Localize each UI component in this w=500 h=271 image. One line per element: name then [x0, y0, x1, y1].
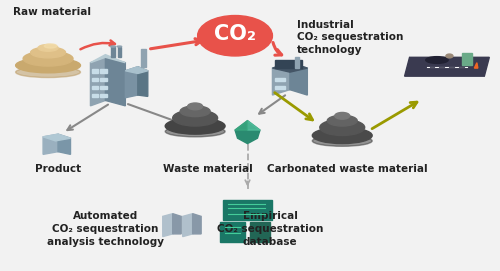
Circle shape	[446, 54, 453, 58]
Ellipse shape	[180, 106, 210, 117]
Bar	[100, 78, 107, 81]
Polygon shape	[43, 134, 70, 141]
Polygon shape	[43, 134, 58, 154]
Text: Industrial
CO₂ sequestration
technology: Industrial CO₂ sequestration technology	[298, 20, 404, 55]
Ellipse shape	[16, 67, 80, 78]
Bar	[100, 94, 107, 97]
Ellipse shape	[312, 127, 372, 144]
Text: Carbonated waste material: Carbonated waste material	[267, 164, 428, 174]
Polygon shape	[90, 57, 106, 106]
Bar	[92, 86, 98, 89]
Bar	[142, 49, 146, 67]
Ellipse shape	[335, 112, 349, 119]
Bar	[100, 86, 107, 89]
Ellipse shape	[23, 51, 73, 66]
Ellipse shape	[165, 118, 225, 134]
Ellipse shape	[117, 46, 121, 47]
Polygon shape	[248, 121, 260, 130]
Bar	[275, 86, 285, 89]
Polygon shape	[126, 67, 148, 73]
Bar	[92, 78, 98, 81]
Bar	[92, 69, 98, 73]
Polygon shape	[58, 134, 70, 154]
Bar	[100, 69, 107, 73]
Polygon shape	[290, 63, 308, 95]
Polygon shape	[106, 57, 126, 106]
Polygon shape	[138, 67, 148, 96]
Ellipse shape	[110, 46, 116, 47]
Bar	[111, 47, 115, 57]
Ellipse shape	[44, 44, 57, 48]
Text: Product: Product	[35, 164, 81, 174]
Bar	[275, 78, 285, 81]
Bar	[92, 94, 98, 97]
Ellipse shape	[38, 44, 58, 51]
Bar	[275, 60, 302, 68]
Ellipse shape	[426, 57, 448, 63]
Ellipse shape	[320, 119, 364, 136]
Ellipse shape	[172, 110, 218, 126]
Bar	[220, 222, 245, 242]
Polygon shape	[474, 63, 478, 68]
Text: Automated
CO₂ sequestration
analysis technology: Automated CO₂ sequestration analysis tec…	[47, 211, 164, 247]
Ellipse shape	[16, 58, 80, 73]
Polygon shape	[272, 63, 290, 95]
Ellipse shape	[312, 136, 372, 146]
Polygon shape	[404, 57, 490, 76]
Text: Waste material: Waste material	[162, 164, 252, 174]
Ellipse shape	[188, 103, 202, 110]
Ellipse shape	[30, 47, 66, 58]
Polygon shape	[235, 121, 248, 130]
Bar	[462, 53, 472, 65]
Bar	[250, 222, 270, 242]
Polygon shape	[192, 214, 201, 234]
Bar	[222, 200, 272, 220]
Bar	[118, 47, 121, 57]
Ellipse shape	[165, 126, 225, 137]
Polygon shape	[126, 67, 138, 98]
Text: Raw material: Raw material	[13, 7, 91, 17]
Polygon shape	[90, 55, 126, 63]
Polygon shape	[235, 121, 260, 144]
Circle shape	[198, 15, 272, 56]
Polygon shape	[182, 214, 192, 237]
Ellipse shape	[328, 115, 357, 126]
Text: CO₂: CO₂	[214, 24, 256, 44]
Polygon shape	[172, 214, 181, 234]
Bar	[295, 57, 299, 68]
Polygon shape	[162, 214, 172, 237]
Text: Empirical
CO₂ sequestration
database: Empirical CO₂ sequestration database	[217, 211, 323, 247]
Polygon shape	[272, 63, 308, 72]
